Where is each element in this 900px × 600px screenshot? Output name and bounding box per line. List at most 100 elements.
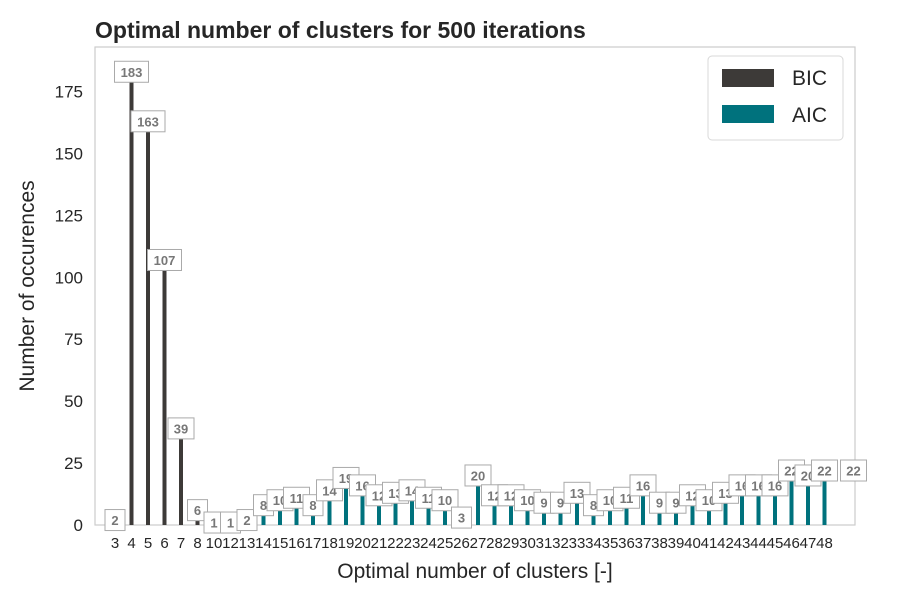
data-label-box [811,459,838,482]
data-label: 9 [656,496,663,511]
data-label-box [104,509,126,532]
bar-aic [657,502,662,525]
x-tick-label: 34 [585,535,602,552]
data-label: 9 [540,496,547,511]
data-label: 1 [227,516,234,531]
data-label-box [236,509,258,532]
bar-aic [360,485,365,525]
legend-label-aic: AIC [792,104,827,127]
x-tick-label: 14 [255,535,272,552]
data-label-box [167,417,195,440]
data-label: 16 [636,478,650,493]
bar-aic [773,485,777,525]
data-label: 2 [243,513,250,528]
data-label: 1 [210,516,217,531]
y-axis-ticks: 0 25 50 75 100 125 150 175 [55,83,83,535]
x-tick-label: 21 [371,535,388,552]
x-tick-label: 32 [552,535,569,552]
x-tick-label: 27 [470,535,487,552]
x-tick-label: 40 [684,535,701,552]
data-label: 6 [194,503,201,518]
x-tick-label: 22 [387,535,404,552]
x-tick-label: 10 [206,535,223,552]
y-tick-label: 75 [64,330,83,349]
data-label: 10 [438,493,452,508]
x-tick-label: 29 [503,535,520,552]
data-label: 22 [817,464,831,479]
y-tick-label: 0 [74,516,83,535]
bar-aic [740,485,744,525]
bar-aic [525,500,530,525]
x-tick-label: 47 [800,535,817,552]
x-tick-label: 30 [519,535,536,552]
y-tick-label: 150 [55,144,83,163]
x-tick-label: 3 [111,535,119,552]
x-tick-label: 25 [437,535,454,552]
data-label-box [840,459,867,482]
y-tick-label: 50 [64,392,83,411]
bar-aic [789,470,794,525]
x-tick-label: 5 [144,535,152,552]
data-label: 8 [309,498,316,513]
x-tick-label: 31 [536,535,553,552]
plot-area-frame [94,46,856,526]
x-tick-label: 39 [668,535,685,552]
bar-aic [542,502,546,525]
x-tick-label: 13 [239,535,256,552]
bar-aic [443,500,447,525]
data-label: 183 [121,65,143,80]
data-label-box [114,60,149,83]
bar-aic [476,475,480,525]
y-axis-label: Number of occurences [16,180,39,391]
bar-bic [146,121,150,525]
x-tick-label: 12 [222,535,239,552]
data-label: 39 [174,421,188,436]
bar-aic [641,485,645,525]
bar-aic [492,495,497,525]
x-tick-label: 44 [750,535,767,552]
x-tick-label: 37 [635,535,652,552]
bar-aic [294,497,299,525]
x-tick-label: 46 [783,535,800,552]
legend-swatch-bic [722,69,774,87]
bar-aic [377,495,381,525]
legend-swatch-aic [722,105,774,123]
data-label: 10 [520,493,534,508]
data-label: 9 [557,496,564,511]
x-tick-label: 19 [338,535,355,552]
data-label: 22 [846,464,860,479]
data-label: 163 [137,114,159,129]
bar-aic [410,490,414,525]
bar-bic [162,259,167,525]
x-tick-label: 36 [618,535,635,552]
x-tick-label: 43 [734,535,751,552]
x-tick-label: 15 [272,535,289,552]
bar-aic [393,492,398,525]
x-tick-label: 26 [453,535,470,552]
data-label: 8 [590,498,597,513]
data-label-box [130,110,166,133]
y-tick-label: 125 [55,206,83,225]
data-label: 9 [672,496,679,511]
x-tick-label: 7 [177,535,185,552]
bar-aic [509,495,513,525]
data-label: 107 [154,253,176,268]
bar-aic [344,477,348,525]
bar-aic [575,492,579,525]
x-tick-label: 38 [651,535,668,552]
x-tick-label: 8 [193,535,201,552]
legend: BIC AIC [707,55,844,141]
data-label: 13 [570,486,584,501]
bar-bic [129,71,134,525]
data-label: 8 [260,498,267,513]
data-label-box [187,499,208,522]
x-tick-label: 20 [354,535,371,552]
bar-aic [756,485,761,525]
bar-aic [806,475,810,525]
bar-aic [723,492,728,525]
y-tick-label: 100 [55,268,83,287]
x-axis-label: Optimal number of clusters [-] [337,560,612,583]
x-tick-label: 45 [767,535,784,552]
data-label: 3 [458,511,465,526]
